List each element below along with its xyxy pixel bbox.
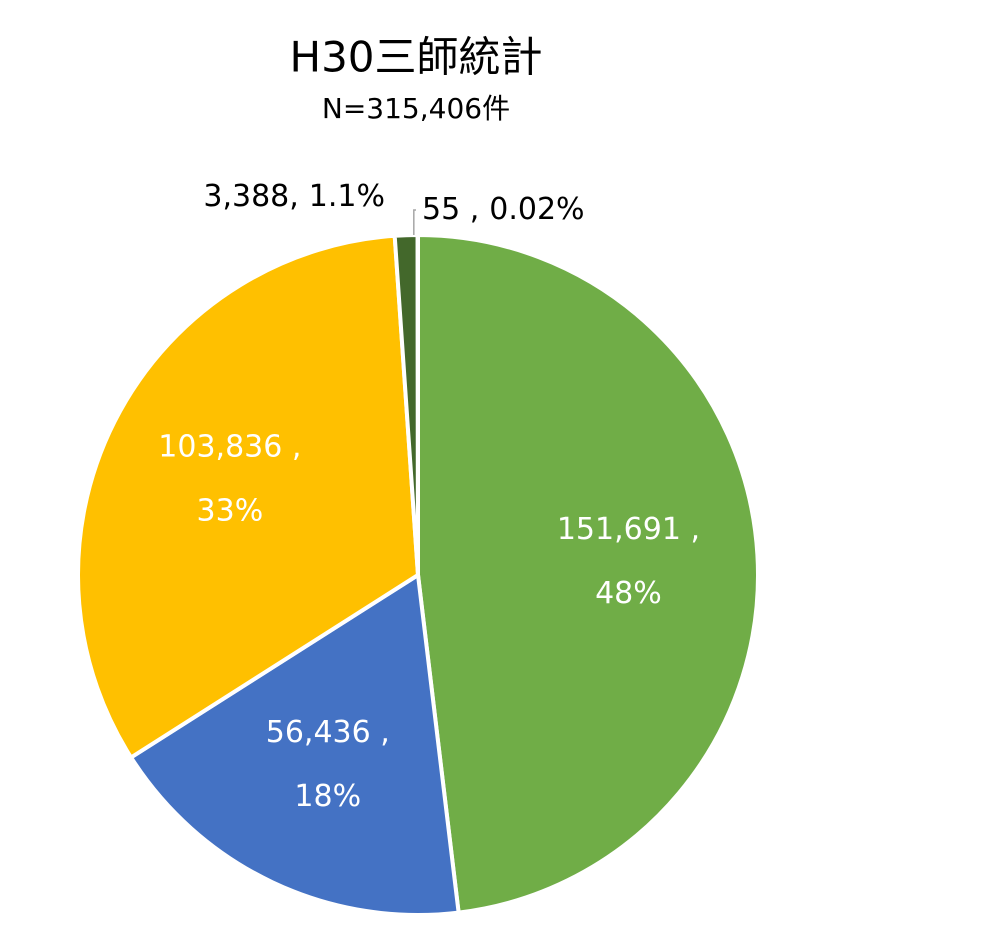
data-label: 3,388, 1.1% xyxy=(203,179,385,214)
pie-slice xyxy=(128,571,461,917)
data-label: 33% xyxy=(197,493,264,528)
percent-label: 0.02% xyxy=(489,192,584,227)
data-label: 103,836 , xyxy=(158,429,301,464)
pie-slice xyxy=(76,233,421,761)
data-label: 48% xyxy=(595,576,662,611)
pie-slice xyxy=(416,232,760,915)
value-label: 3,388, xyxy=(203,179,298,214)
chart-title: H30三師統計 xyxy=(289,33,542,82)
percent-label: 1.1% xyxy=(309,179,385,214)
data-label: 18% xyxy=(294,779,361,814)
leader-line xyxy=(413,209,416,236)
data-label: 56,436 , xyxy=(266,715,390,750)
value-label: 55 , xyxy=(422,192,479,227)
chart-subtitle: N=315,406件 xyxy=(322,92,510,125)
data-label: 55 , 0.02% xyxy=(422,192,585,227)
data-label: 151,691 , xyxy=(557,512,700,547)
